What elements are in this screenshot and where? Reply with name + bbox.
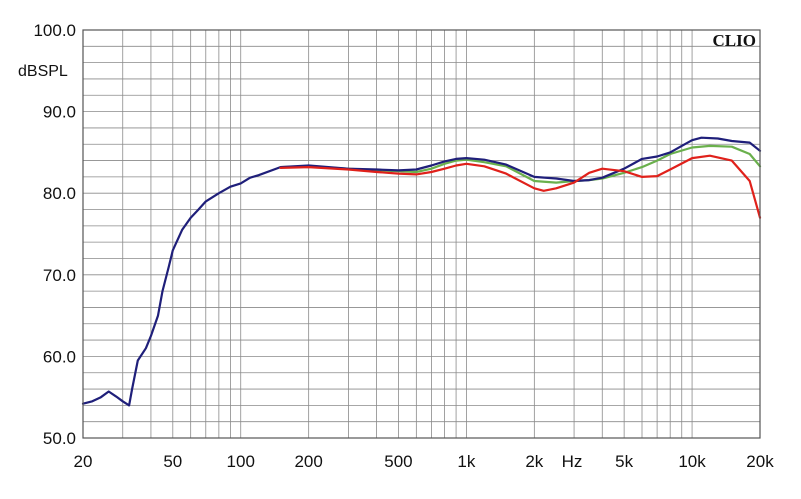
series-lines [81, 136, 762, 407]
clio-brand-label: CLIO [713, 31, 756, 50]
x-tick-label: 500 [384, 452, 412, 471]
x-tick-label: 10k [678, 452, 706, 471]
y-tick-label: 70.0 [43, 266, 76, 285]
x-tick-label: 2k [525, 452, 543, 471]
grid-lines [83, 30, 760, 438]
x-tick-label: 100 [227, 452, 255, 471]
x-tick-label: 5k [615, 452, 633, 471]
y-axis-label: dBSPL [18, 63, 68, 80]
series-line-3 [279, 154, 762, 219]
x-tick-label: 20 [74, 452, 93, 471]
x-tick-label: 200 [294, 452, 322, 471]
x-tick-label: 1k [457, 452, 475, 471]
y-tick-label: 100.0 [33, 21, 76, 40]
y-tick-labels: 50.0 60.0 70.0 80.0 90.0 100.0 [33, 21, 76, 448]
y-tick-label: 50.0 [43, 429, 76, 448]
plot-frame [82, 29, 761, 439]
plot-background [83, 30, 760, 438]
y-tick-label: 60.0 [43, 347, 76, 366]
series-line-2 [81, 136, 762, 407]
x-tick-label: 50 [163, 452, 182, 471]
x-tick-labels: 20 50 100 200 500 1k 2k 5k 10k 20k [74, 452, 775, 471]
x-tick-label: 20k [746, 452, 774, 471]
y-tick-label: 90.0 [43, 103, 76, 122]
y-tick-label: 80.0 [43, 184, 76, 203]
x-axis-unit: Hz [562, 452, 583, 471]
